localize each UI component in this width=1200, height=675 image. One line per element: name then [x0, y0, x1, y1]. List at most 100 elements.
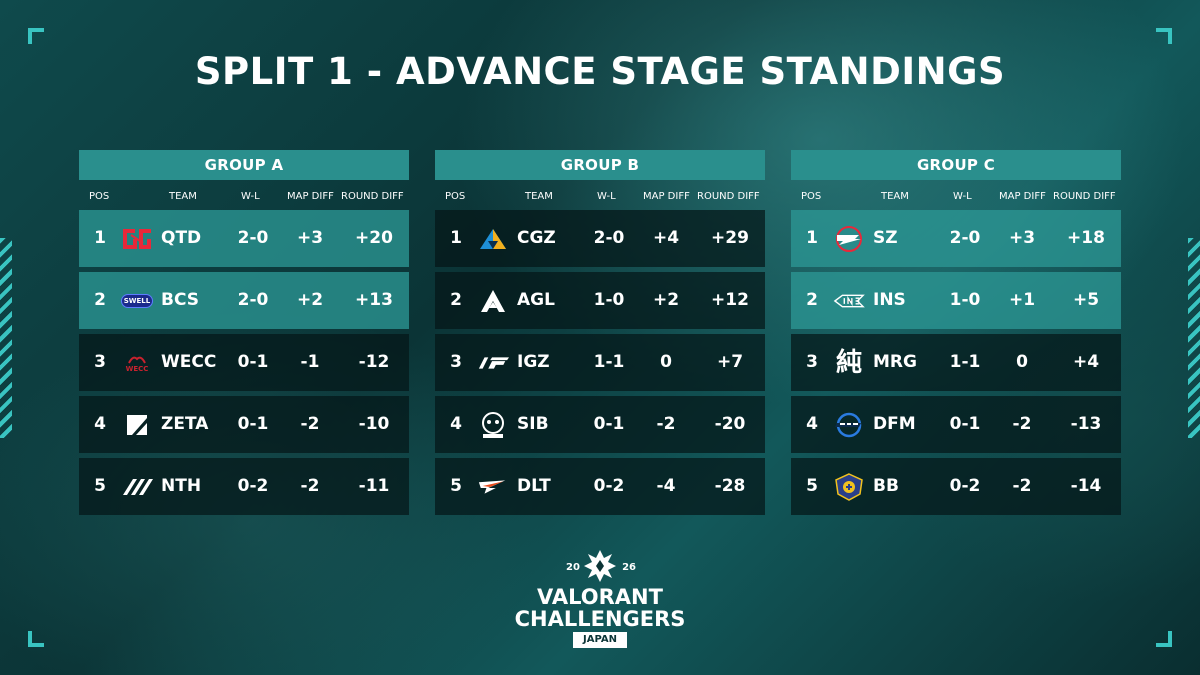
- group-header: GROUP C: [791, 150, 1121, 180]
- column-map-diff: MAP DIFF: [643, 191, 690, 202]
- row-round-diff: +4: [1072, 352, 1100, 372]
- group-header: GROUP B: [435, 150, 765, 180]
- row-round-diff: +29: [711, 228, 749, 248]
- valorant-challengers-logo: 20 26 VALORANT CHALLENGERS JAPAN: [500, 546, 700, 648]
- row-wl: 0-1: [949, 414, 981, 434]
- column-round-diff: ROUND DIFF: [1053, 191, 1116, 202]
- corner-bracket-bottom-right: [1156, 631, 1172, 647]
- corner-bracket-top-right: [1156, 28, 1172, 44]
- row-wl: 0-2: [949, 476, 981, 496]
- brand-year-left: 20: [566, 562, 580, 573]
- standings-row: 3 WECC WECC 0-1 -1 -12: [79, 334, 409, 391]
- column-round-diff: ROUND DIFF: [697, 191, 760, 202]
- row-team: SIB: [517, 414, 549, 434]
- column-pos: POS: [89, 191, 110, 202]
- standings-row: 5 DLT 0-2 -4 -28: [435, 458, 765, 515]
- mrg-logo-icon: 純: [833, 347, 865, 379]
- row-round-diff: -10: [358, 414, 390, 434]
- row-team: AGL: [517, 290, 555, 310]
- row-round-diff: -13: [1070, 414, 1102, 434]
- row-map-diff: +1: [1008, 290, 1036, 310]
- row-map-diff: -2: [1012, 414, 1032, 434]
- row-round-diff: +18: [1067, 228, 1105, 248]
- row-wl: 0-1: [593, 414, 625, 434]
- row-wl: 0-1: [237, 352, 269, 372]
- column-pos: POS: [445, 191, 466, 202]
- row-map-diff: -2: [300, 414, 320, 434]
- row-map-diff: 0: [660, 352, 672, 372]
- zeta-logo-icon: [121, 409, 153, 441]
- column-map-diff: MAP DIFF: [999, 191, 1046, 202]
- ins-logo-icon: [833, 285, 865, 317]
- column-team: TEAM: [169, 191, 197, 202]
- row-pos: 2: [94, 290, 106, 310]
- row-round-diff: +20: [355, 228, 393, 248]
- cgz-logo-icon: [477, 223, 509, 255]
- brand-line-valorant: VALORANT: [537, 585, 663, 609]
- row-wl: 1-0: [593, 290, 625, 310]
- column-team: TEAM: [881, 191, 909, 202]
- row-team: SZ: [873, 228, 898, 248]
- group-a-table: GROUP A POS TEAM W-L MAP DIFF ROUND DIFF…: [79, 150, 409, 520]
- row-team: CGZ: [517, 228, 556, 248]
- row-team: BB: [873, 476, 899, 496]
- sib-logo-icon: [477, 409, 509, 441]
- row-map-diff: +2: [296, 290, 324, 310]
- column-headers: POS TEAM W-L MAP DIFF ROUND DIFF: [435, 180, 765, 210]
- standings-row: 3 純 MRG 1-1 0 +4: [791, 334, 1121, 391]
- row-pos: 2: [450, 290, 462, 310]
- row-round-diff: -14: [1070, 476, 1102, 496]
- row-pos: 5: [94, 476, 106, 496]
- row-round-diff: -11: [358, 476, 390, 496]
- standings-row: 1 SZ 2-0 +3 +18: [791, 210, 1121, 267]
- standings-row: 2 AGL 1-0 +2 +12: [435, 272, 765, 329]
- row-wl: 0-2: [593, 476, 625, 496]
- brand-line-challengers: CHALLENGERS: [514, 607, 686, 631]
- row-pos: 5: [450, 476, 462, 496]
- column-wl: W-L: [241, 191, 260, 202]
- row-map-diff: -1: [300, 352, 320, 372]
- row-wl: 1-1: [949, 352, 981, 372]
- row-map-diff: +3: [296, 228, 324, 248]
- row-map-diff: 0: [1016, 352, 1028, 372]
- row-map-diff: -2: [1012, 476, 1032, 496]
- column-headers: POS TEAM W-L MAP DIFF ROUND DIFF: [791, 180, 1121, 210]
- row-map-diff: +2: [652, 290, 680, 310]
- standings-row: 5 BB 0-2 -2 -14: [791, 458, 1121, 515]
- standings-row: 3 IGZ 1-1 0 +7: [435, 334, 765, 391]
- row-pos: 4: [450, 414, 462, 434]
- column-map-diff: MAP DIFF: [287, 191, 334, 202]
- row-pos: 3: [806, 352, 818, 372]
- valorant-mark-icon: [584, 550, 616, 582]
- row-wl: 2-0: [237, 228, 269, 248]
- row-map-diff: +3: [1008, 228, 1036, 248]
- nth-logo-icon: [121, 471, 153, 503]
- row-team: INS: [873, 290, 906, 310]
- row-team: WECC: [161, 352, 217, 372]
- standings-row: 2 SWELL BCS 2-0 +2 +13: [79, 272, 409, 329]
- row-wl: 2-0: [593, 228, 625, 248]
- row-pos: 5: [806, 476, 818, 496]
- standings-row: 5 NTH 0-2 -2 -11: [79, 458, 409, 515]
- sz-logo-icon: [833, 223, 865, 255]
- bb-logo-icon: [833, 471, 865, 503]
- row-round-diff: +5: [1072, 290, 1100, 310]
- row-pos: 4: [94, 414, 106, 434]
- column-pos: POS: [801, 191, 822, 202]
- page-title: SPLIT 1 - ADVANCE STAGE STANDINGS: [194, 50, 1006, 93]
- row-pos: 3: [450, 352, 462, 372]
- row-team: ZETA: [161, 414, 209, 434]
- group-c-table: GROUP C POS TEAM W-L MAP DIFF ROUND DIFF…: [791, 150, 1121, 520]
- row-map-diff: -2: [656, 414, 676, 434]
- row-round-diff: +13: [355, 290, 393, 310]
- column-round-diff: ROUND DIFF: [341, 191, 404, 202]
- row-wl: 0-2: [237, 476, 269, 496]
- corner-bracket-top-left: [28, 28, 44, 44]
- bcs-logo-text: SWELL: [121, 294, 153, 308]
- row-pos: 4: [806, 414, 818, 434]
- row-round-diff: -12: [358, 352, 390, 372]
- dlt-logo-icon: [477, 471, 509, 503]
- row-wl: 1-0: [949, 290, 981, 310]
- row-round-diff: +7: [716, 352, 744, 372]
- row-pos: 1: [94, 228, 106, 248]
